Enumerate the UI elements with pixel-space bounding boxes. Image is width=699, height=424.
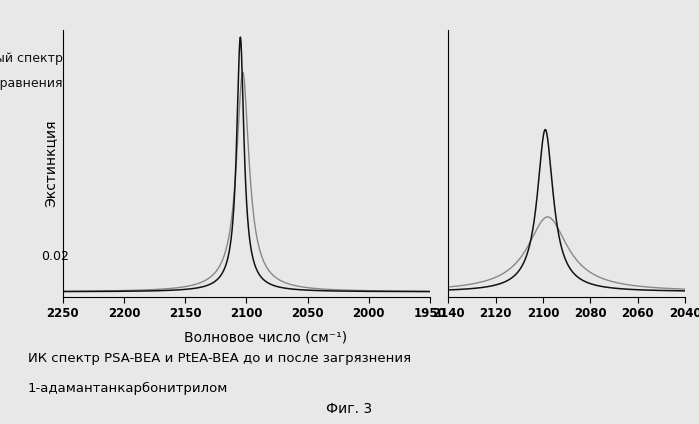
Y-axis label: Экстинкция: Экстинкция — [43, 120, 57, 207]
Text: Волновое число (см⁻¹): Волновое число (см⁻¹) — [184, 331, 347, 345]
Text: Спектр сравнения: Спектр сравнения — [0, 77, 63, 90]
Text: Фиг. 3: Фиг. 3 — [326, 402, 373, 416]
Text: ИК спектр PSA-BEA и PtEA-BEA до и после загрязнения: ИК спектр PSA-BEA и PtEA-BEA до и после … — [28, 352, 411, 365]
Text: 0.02: 0.02 — [41, 250, 69, 263]
Text: 1-адамантанкарбонитрилом: 1-адамантанкарбонитрилом — [28, 382, 229, 395]
Text: Базовый спектр: Базовый спектр — [0, 52, 63, 65]
